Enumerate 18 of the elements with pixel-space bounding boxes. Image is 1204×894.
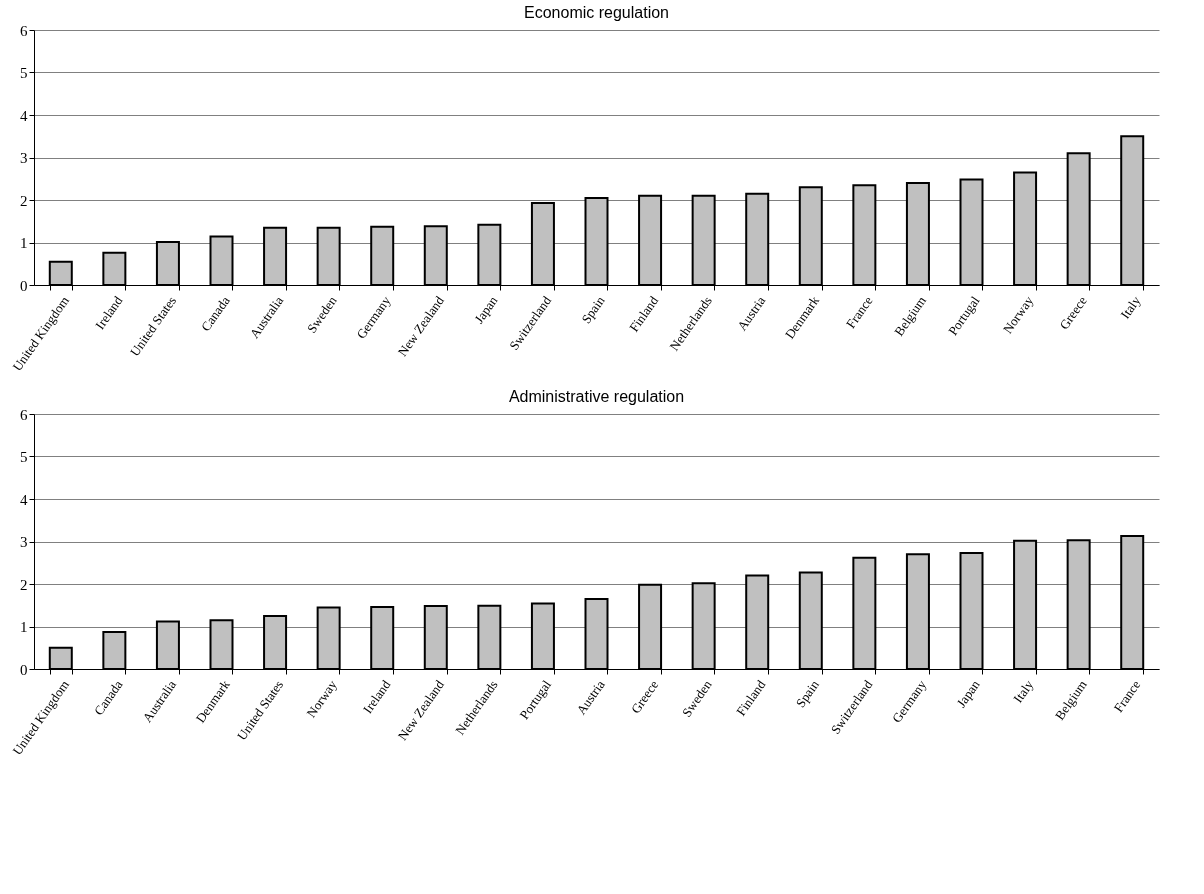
y-tick-label: 6 [20, 22, 28, 39]
chart-title: Economic regulation [524, 4, 669, 21]
y-tick-label: 2 [20, 192, 28, 209]
y-tick-label: 5 [20, 449, 28, 465]
y-tick-label: 1 [20, 619, 28, 635]
y-tick-label: 6 [20, 406, 28, 423]
x-tick-label: Italy [1117, 292, 1144, 322]
y-tick-label: 5 [20, 65, 28, 81]
chart-title: Administrative regulation [508, 388, 685, 405]
y-tick-label: 4 [20, 107, 28, 124]
y-tick-label: 0 [20, 661, 28, 678]
x-tick-label: Italy [1010, 676, 1037, 706]
y-tick-label: 4 [20, 491, 28, 508]
y-tick-label: 0 [20, 277, 28, 294]
y-tick-label: 1 [20, 235, 28, 251]
y-tick-label: 3 [20, 150, 28, 166]
y-tick-label: 2 [20, 576, 28, 593]
y-tick-label: 3 [20, 534, 28, 550]
